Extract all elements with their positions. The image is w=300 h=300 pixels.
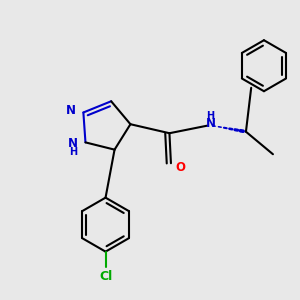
Text: H: H	[69, 147, 77, 157]
Text: H: H	[206, 111, 214, 121]
Text: N: N	[206, 117, 215, 130]
Text: N: N	[68, 137, 78, 150]
Text: Cl: Cl	[99, 270, 112, 283]
Text: O: O	[175, 161, 185, 174]
Text: N: N	[66, 104, 76, 118]
